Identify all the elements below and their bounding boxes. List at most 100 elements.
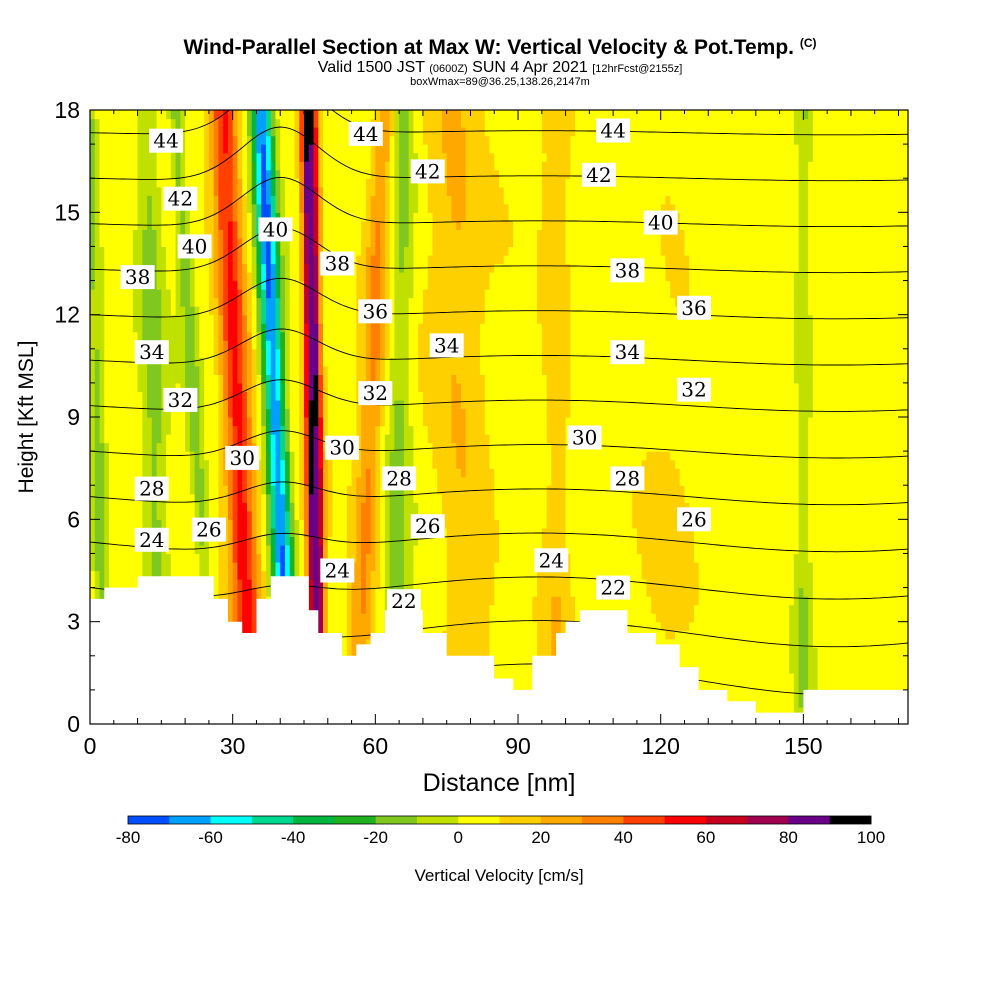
velocity-cell — [94, 434, 101, 444]
velocity-cell — [242, 229, 248, 239]
velocity-cell — [375, 613, 386, 623]
velocity-cell — [546, 425, 567, 435]
velocity-cell — [251, 485, 258, 495]
velocity-cell — [109, 451, 143, 461]
velocity-cell — [104, 579, 110, 589]
chart-title: Wind-Parallel Section at Max W: Vertical… — [183, 36, 817, 59]
velocity-cell — [427, 434, 453, 444]
velocity-cell — [90, 118, 96, 128]
velocity-cell — [361, 229, 372, 239]
velocity-cell — [537, 289, 571, 299]
velocity-cell — [142, 425, 153, 435]
velocity-cell — [375, 493, 381, 503]
velocity-cell — [204, 391, 220, 401]
velocity-cell — [94, 382, 101, 393]
velocity-cell — [208, 570, 220, 580]
velocity-cell — [427, 254, 505, 265]
velocity-cell — [798, 408, 814, 418]
velocity-cell — [318, 220, 324, 230]
velocity-cell — [323, 110, 376, 120]
velocity-cell — [318, 280, 324, 290]
velocity-cell — [289, 519, 296, 529]
theta-label: 44 — [348, 121, 383, 146]
velocity-cell — [384, 237, 391, 248]
velocity-cell — [494, 263, 538, 273]
velocity-cell — [270, 527, 277, 537]
velocity-cell — [194, 544, 210, 555]
velocity-cell — [232, 203, 239, 213]
velocity-cell — [151, 561, 162, 572]
velocity-cell — [565, 212, 662, 222]
velocity-cell — [208, 579, 220, 589]
velocity-cell — [323, 408, 329, 418]
velocity-cell — [170, 553, 200, 563]
velocity-cell — [812, 144, 908, 154]
velocity-cell — [689, 254, 800, 265]
velocity-cell — [384, 536, 391, 546]
velocity-cell — [304, 314, 310, 324]
velocity-cell — [318, 289, 324, 299]
velocity-cell — [313, 570, 319, 580]
theta-label-box — [134, 527, 169, 552]
velocity-cell — [237, 544, 248, 555]
velocity-cell — [408, 417, 424, 427]
theta-label: 38 — [120, 265, 155, 290]
velocity-cell — [175, 263, 181, 273]
velocity-cell — [104, 365, 139, 375]
velocity-cell — [142, 468, 153, 478]
velocity-cell — [665, 630, 676, 640]
velocity-cell — [242, 272, 248, 282]
velocity-cell — [299, 314, 305, 324]
velocity-cell — [356, 365, 367, 375]
velocity-cell — [351, 596, 362, 606]
velocity-cell — [370, 493, 376, 503]
velocity-cell — [389, 237, 395, 248]
velocity-cell — [213, 169, 220, 179]
velocity-cell — [365, 596, 372, 606]
colorbar-swatch — [788, 816, 831, 824]
velocity-cell — [170, 152, 177, 162]
velocity-cell — [185, 331, 196, 341]
velocity-cell — [256, 536, 262, 546]
velocity-cell — [370, 212, 386, 222]
velocity-cell — [246, 468, 253, 478]
velocity-cell — [389, 212, 395, 222]
velocity-cell — [422, 399, 453, 410]
velocity-cell — [798, 144, 814, 154]
velocity-cell — [361, 519, 372, 529]
velocity-cell — [265, 280, 272, 290]
velocity-cell — [90, 374, 96, 384]
velocity-cell — [204, 127, 210, 137]
velocity-cell — [275, 127, 281, 137]
velocity-cell — [394, 331, 410, 341]
velocity-cell — [194, 340, 200, 350]
velocity-cell — [94, 169, 101, 179]
velocity-cell — [403, 425, 414, 435]
velocity-cell — [323, 169, 372, 179]
velocity-cell — [361, 434, 376, 444]
velocity-cell — [313, 169, 319, 179]
velocity-cell — [132, 297, 143, 307]
velocity-cell — [289, 451, 296, 461]
velocity-cell — [265, 110, 272, 120]
velocity-cell — [565, 203, 662, 213]
velocity-cell — [812, 570, 908, 580]
velocity-cell — [227, 382, 234, 393]
velocity-cell — [251, 596, 258, 606]
velocity-cell — [541, 127, 576, 137]
velocity-cell — [227, 596, 234, 606]
velocity-cell — [380, 519, 386, 529]
velocity-cell — [256, 246, 262, 256]
velocity-cell — [384, 493, 391, 503]
velocity-cell — [94, 502, 105, 512]
velocity-cell — [151, 417, 162, 427]
velocity-cell — [503, 254, 538, 265]
velocity-cell — [323, 314, 357, 324]
theta-label: 42 — [581, 162, 616, 187]
velocity-cell — [270, 519, 277, 529]
velocity-cell — [356, 544, 362, 555]
velocity-cell — [308, 237, 315, 248]
velocity-cell — [246, 161, 253, 171]
velocity-cell — [304, 510, 310, 520]
velocity-cell — [280, 553, 286, 563]
